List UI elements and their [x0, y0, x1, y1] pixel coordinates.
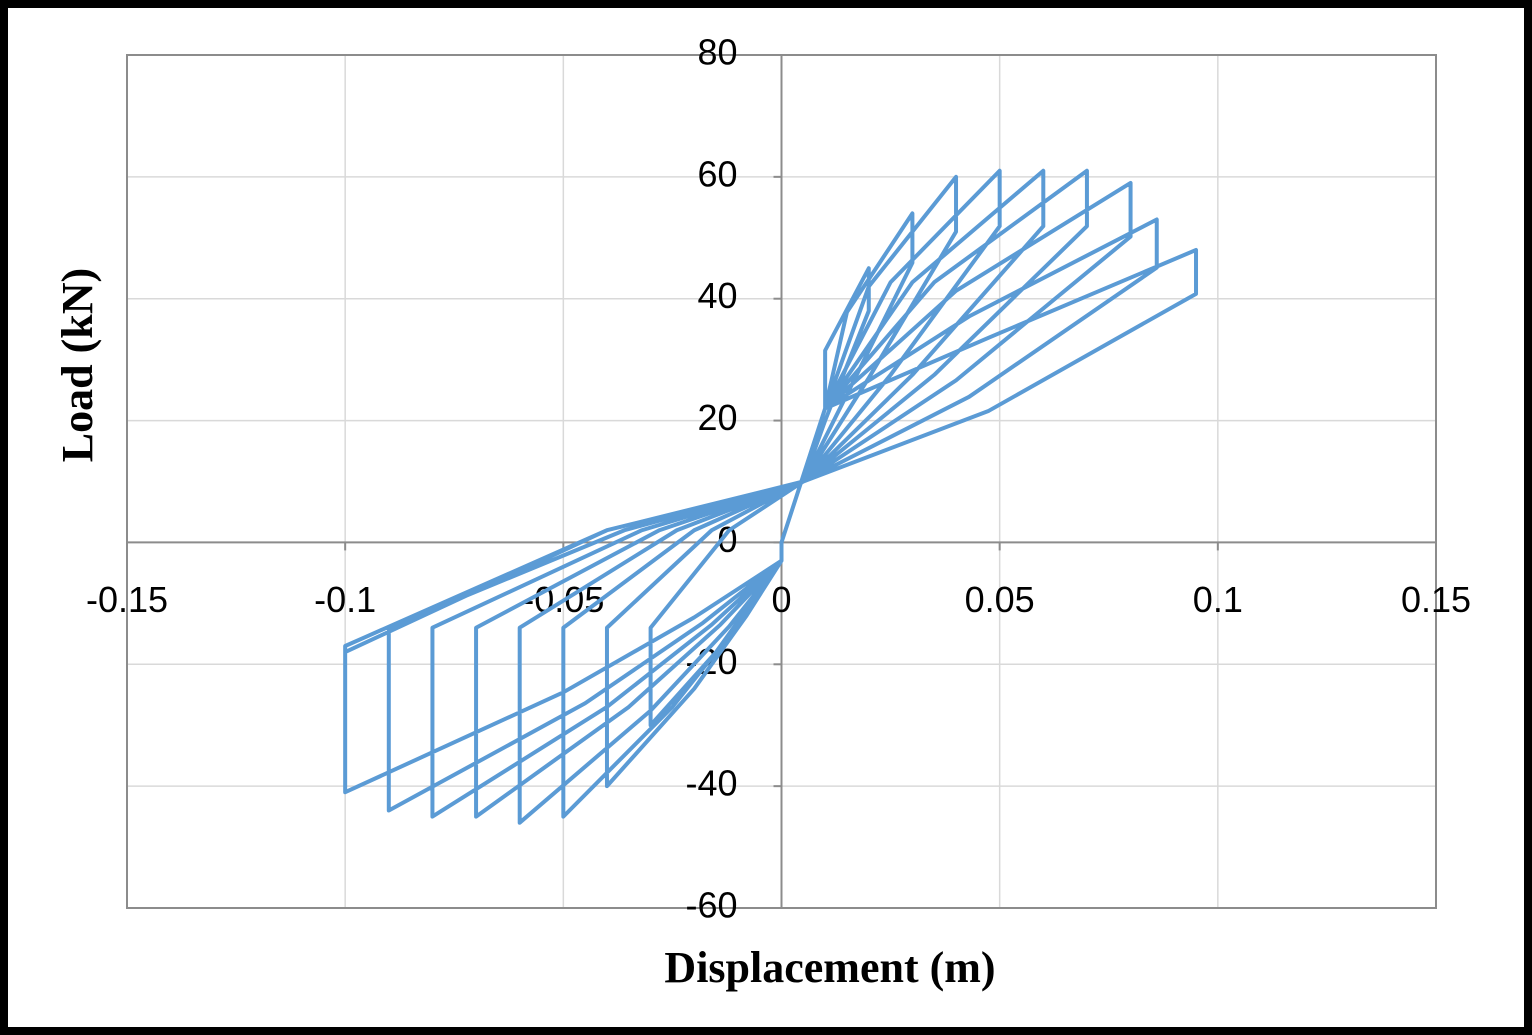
x-tick-label: 0.1 [1193, 579, 1243, 620]
x-tick-label: 0 [771, 579, 791, 620]
x-tick-label: 0.15 [1401, 579, 1471, 620]
y-tick-label: -40 [685, 763, 737, 804]
x-axis-title: Displacement (m) [664, 943, 995, 992]
y-tick-label: 80 [697, 32, 737, 73]
y-tick-label: 20 [697, 397, 737, 438]
y-tick-label: 40 [697, 275, 737, 316]
y-axis-title: Load (kN) [53, 268, 102, 462]
data-line [343, 168, 1199, 825]
x-tick-label: 0.05 [965, 579, 1035, 620]
x-tick-label: -0.15 [86, 579, 168, 620]
x-tick-label: -0.1 [314, 579, 376, 620]
y-tick-label: 60 [697, 153, 737, 194]
y-tick-label: -60 [685, 885, 737, 926]
